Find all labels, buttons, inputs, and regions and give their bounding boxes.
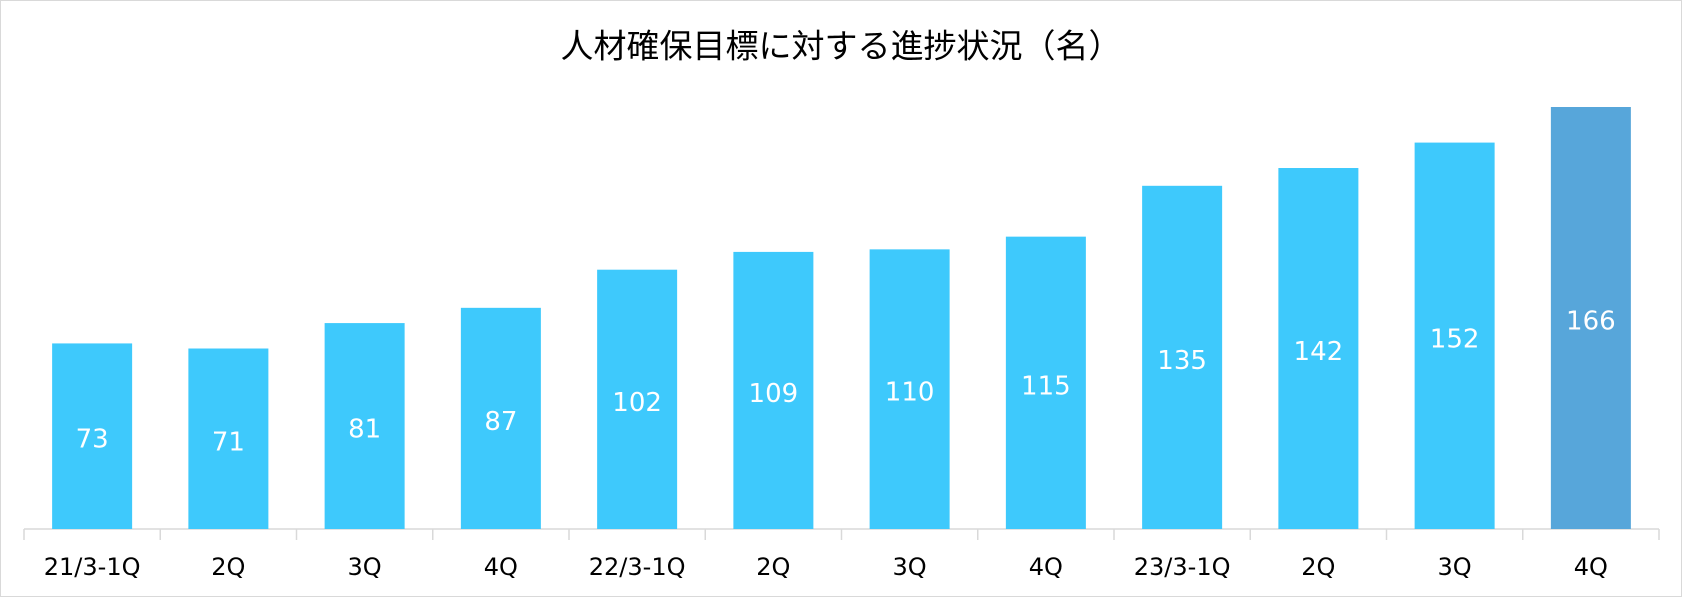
x-tick-label: 22/3-1Q xyxy=(589,553,686,581)
x-tick-label: 2Q xyxy=(1301,553,1335,581)
x-tick-label: 2Q xyxy=(756,553,790,581)
chart-title: 人材確保目標に対する進捗状況（名） xyxy=(561,27,1122,66)
bar xyxy=(1550,107,1631,529)
x-tick-label: 4Q xyxy=(484,553,518,581)
value-label: 73 xyxy=(76,425,109,455)
value-label: 81 xyxy=(348,415,381,445)
value-label: 166 xyxy=(1566,307,1616,337)
bar xyxy=(188,348,269,529)
value-label: 115 xyxy=(1021,371,1071,401)
x-tick-label: 3Q xyxy=(1438,553,1472,581)
bar xyxy=(52,343,133,529)
value-label: 142 xyxy=(1294,337,1344,367)
value-label: 135 xyxy=(1157,346,1207,376)
x-tick-label: 3Q xyxy=(893,553,927,581)
value-label: 87 xyxy=(484,407,517,437)
value-label: 71 xyxy=(212,427,245,457)
x-tick-label: 4Q xyxy=(1029,553,1063,581)
x-tick-label: 4Q xyxy=(1574,553,1608,581)
x-tick-label: 3Q xyxy=(348,553,382,581)
bar xyxy=(1005,236,1086,529)
bar xyxy=(597,269,678,529)
bar xyxy=(1278,168,1359,529)
value-label: 110 xyxy=(885,378,935,408)
x-tick-label: 23/3-1Q xyxy=(1134,553,1231,581)
x-tick-label: 2Q xyxy=(211,553,245,581)
bar xyxy=(324,323,405,529)
bar xyxy=(1414,142,1495,529)
x-tick-label: 21/3-1Q xyxy=(44,553,141,581)
bar xyxy=(733,251,814,529)
bar xyxy=(1142,185,1223,529)
value-label: 102 xyxy=(612,388,662,418)
bar xyxy=(460,307,541,529)
value-label: 109 xyxy=(749,379,799,409)
value-label: 152 xyxy=(1430,324,1480,354)
bar xyxy=(869,249,950,529)
